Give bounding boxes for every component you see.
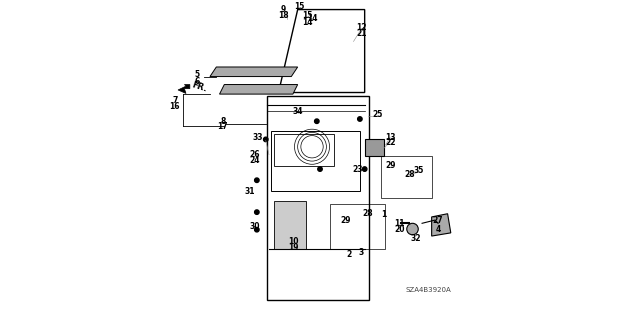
Text: 27: 27: [433, 216, 444, 225]
Text: 34: 34: [292, 107, 303, 116]
Circle shape: [358, 117, 362, 121]
Circle shape: [264, 137, 268, 142]
Text: 29: 29: [340, 216, 351, 225]
Text: 23: 23: [353, 165, 363, 174]
Text: 25: 25: [372, 110, 383, 119]
Bar: [268, 96, 369, 300]
Text: 26: 26: [250, 150, 260, 159]
Text: 35: 35: [413, 166, 424, 175]
Text: 28: 28: [404, 170, 415, 179]
Text: 15: 15: [294, 2, 305, 11]
Circle shape: [315, 119, 319, 123]
Text: 6: 6: [195, 77, 200, 86]
Text: 29: 29: [385, 161, 396, 170]
Text: 30: 30: [250, 222, 260, 231]
Polygon shape: [431, 214, 451, 236]
Text: 12: 12: [356, 23, 367, 32]
Circle shape: [407, 223, 419, 235]
Text: 19: 19: [289, 243, 299, 252]
Polygon shape: [210, 67, 298, 77]
Polygon shape: [178, 85, 190, 93]
Text: 31: 31: [244, 187, 255, 196]
Bar: [274, 134, 334, 166]
Circle shape: [255, 227, 259, 232]
Polygon shape: [365, 139, 384, 156]
Text: 18: 18: [278, 11, 289, 20]
Circle shape: [362, 167, 367, 171]
Text: 33: 33: [253, 133, 263, 142]
Text: 13: 13: [385, 133, 396, 142]
Text: 28: 28: [362, 209, 373, 218]
Text: 9: 9: [281, 5, 286, 14]
Circle shape: [255, 210, 259, 214]
Text: 3: 3: [359, 248, 364, 256]
Circle shape: [255, 178, 259, 182]
Text: SZA4B3920A: SZA4B3920A: [405, 287, 451, 293]
Text: 2: 2: [346, 250, 351, 259]
Bar: [274, 201, 306, 249]
Bar: [271, 131, 360, 191]
Text: 8: 8: [220, 117, 225, 126]
Text: 4: 4: [435, 225, 441, 234]
Text: 32: 32: [410, 234, 421, 243]
Text: 11: 11: [394, 219, 405, 228]
Circle shape: [318, 167, 322, 171]
Bar: [330, 204, 385, 249]
Text: 22: 22: [385, 138, 396, 147]
Text: 10: 10: [289, 237, 299, 246]
Text: 16: 16: [170, 102, 180, 111]
Text: 21: 21: [356, 29, 367, 38]
Text: 20: 20: [394, 225, 405, 234]
Text: 15: 15: [302, 11, 312, 20]
Polygon shape: [220, 85, 298, 94]
Text: 14: 14: [302, 19, 312, 27]
Text: 14: 14: [307, 14, 317, 23]
Text: FR.: FR.: [191, 80, 209, 93]
Text: 1: 1: [381, 210, 387, 219]
Text: 17: 17: [218, 122, 228, 131]
Text: 5: 5: [195, 70, 200, 79]
Text: 24: 24: [250, 156, 260, 165]
Text: 7: 7: [172, 96, 177, 105]
Bar: [381, 156, 431, 198]
